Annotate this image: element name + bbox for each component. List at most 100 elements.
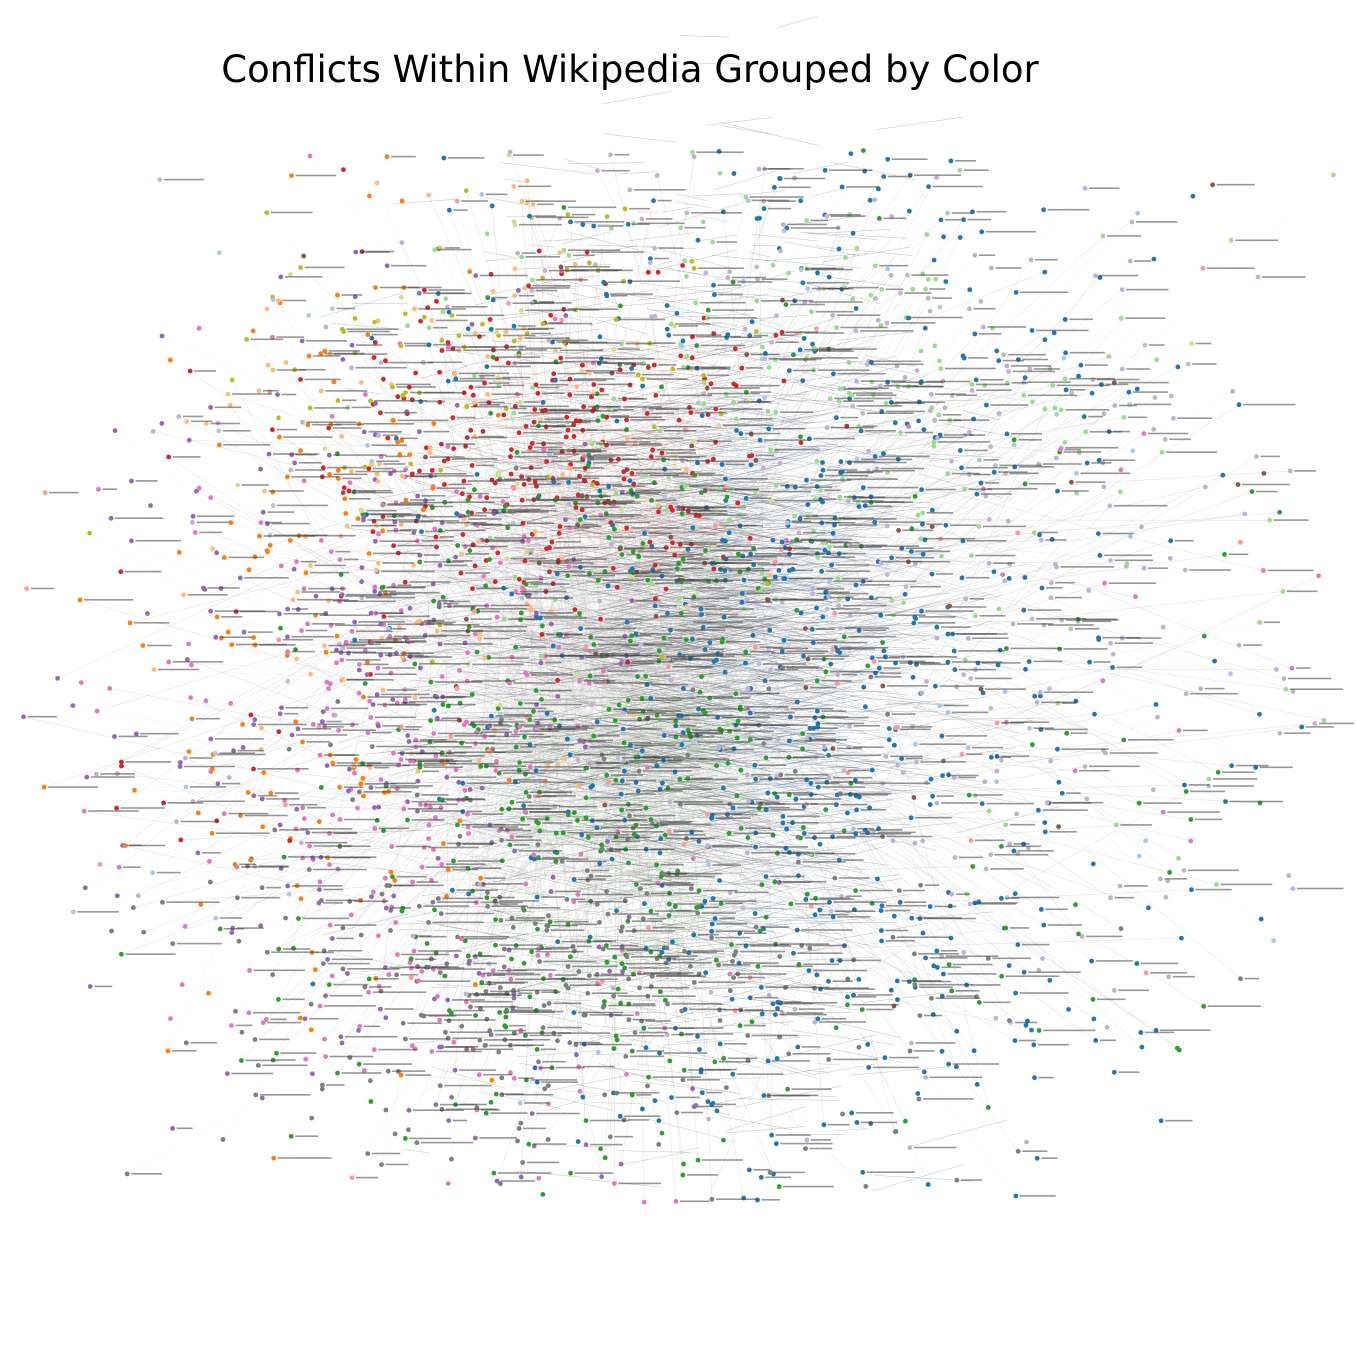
graph-node[interactable]	[666, 332, 672, 338]
graph-node[interactable]	[558, 355, 564, 361]
graph-node[interactable]	[650, 447, 655, 453]
graph-node[interactable]	[826, 753, 831, 758]
graph-node[interactable]	[732, 346, 738, 352]
graph-node[interactable]	[1158, 1118, 1164, 1124]
graph-node[interactable]	[691, 932, 697, 938]
graph-node[interactable]	[627, 478, 633, 484]
graph-node[interactable]	[642, 530, 647, 536]
graph-node[interactable]	[587, 934, 593, 940]
graph-node[interactable]	[531, 419, 537, 425]
graph-node[interactable]	[910, 674, 916, 680]
graph-node[interactable]	[869, 767, 875, 773]
graph-node[interactable]	[371, 355, 377, 360]
graph-node[interactable]	[1015, 942, 1021, 948]
graph-node[interactable]	[519, 474, 524, 480]
graph-node[interactable]	[664, 326, 670, 332]
graph-node[interactable]	[378, 410, 383, 416]
graph-node[interactable]	[734, 428, 739, 433]
graph-node[interactable]	[885, 156, 891, 162]
graph-node[interactable]	[860, 1169, 866, 1175]
graph-node[interactable]	[434, 544, 439, 550]
graph-node[interactable]	[879, 938, 884, 944]
graph-node[interactable]	[939, 1048, 945, 1054]
graph-node[interactable]	[509, 447, 514, 452]
graph-node[interactable]	[810, 640, 816, 646]
graph-node[interactable]	[689, 355, 695, 361]
graph-node[interactable]	[580, 1094, 586, 1100]
graph-node[interactable]	[921, 427, 927, 432]
graph-node[interactable]	[624, 525, 629, 531]
graph-node[interactable]	[1056, 779, 1062, 785]
graph-node[interactable]	[656, 1118, 662, 1124]
graph-node[interactable]	[639, 748, 645, 754]
graph-node[interactable]	[767, 627, 773, 633]
graph-node[interactable]	[721, 614, 727, 620]
graph-node[interactable]	[610, 566, 616, 571]
graph-node[interactable]	[854, 807, 859, 813]
graph-node[interactable]	[714, 657, 719, 663]
graph-node[interactable]	[629, 471, 635, 476]
graph-node[interactable]	[699, 413, 705, 418]
graph-node[interactable]	[807, 725, 813, 731]
graph-node[interactable]	[663, 586, 669, 592]
graph-node[interactable]	[434, 298, 439, 304]
graph-node[interactable]	[988, 754, 994, 760]
graph-node[interactable]	[700, 625, 706, 630]
graph-node[interactable]	[761, 206, 767, 212]
graph-node[interactable]	[674, 310, 680, 316]
graph-node[interactable]	[634, 882, 639, 887]
graph-node[interactable]	[1212, 658, 1217, 664]
graph-node[interactable]	[660, 780, 665, 786]
graph-node[interactable]	[747, 453, 752, 459]
graph-node[interactable]	[1021, 607, 1027, 613]
graph-node[interactable]	[636, 788, 641, 794]
graph-node[interactable]	[469, 463, 475, 468]
graph-node[interactable]	[695, 1034, 700, 1039]
graph-node[interactable]	[830, 530, 836, 536]
graph-node[interactable]	[713, 406, 719, 412]
graph-node[interactable]	[927, 802, 933, 807]
graph-node[interactable]	[519, 497, 525, 503]
graph-node[interactable]	[872, 454, 878, 459]
graph-node[interactable]	[1034, 1155, 1040, 1161]
graph-node[interactable]	[731, 171, 737, 176]
graph-node[interactable]	[801, 653, 806, 659]
graph-node[interactable]	[861, 684, 867, 690]
graph-node[interactable]	[670, 939, 675, 945]
graph-node[interactable]	[610, 522, 615, 528]
graph-node[interactable]	[829, 562, 834, 568]
graph-node[interactable]	[797, 347, 803, 353]
graph-node[interactable]	[1013, 290, 1019, 295]
graph-node[interactable]	[614, 584, 620, 590]
graph-node[interactable]	[591, 382, 597, 387]
graph-node[interactable]	[1134, 961, 1140, 966]
graph-node[interactable]	[594, 825, 600, 831]
graph-node[interactable]	[820, 467, 826, 473]
graph-node[interactable]	[1022, 575, 1028, 580]
graph-node[interactable]	[669, 1095, 674, 1100]
graph-node[interactable]	[603, 291, 609, 297]
graph-node[interactable]	[886, 737, 892, 743]
graph-node[interactable]	[564, 414, 570, 420]
graph-node[interactable]	[575, 1139, 581, 1144]
graph-node[interactable]	[909, 915, 915, 921]
graph-node[interactable]	[1023, 666, 1028, 672]
graph-node[interactable]	[402, 579, 408, 585]
graph-node[interactable]	[670, 540, 675, 546]
graph-node[interactable]	[819, 568, 824, 574]
graph-node[interactable]	[717, 878, 722, 883]
graph-node[interactable]	[590, 783, 595, 789]
graph-node[interactable]	[753, 776, 758, 782]
graph-node[interactable]	[571, 877, 577, 882]
graph-node[interactable]	[815, 708, 820, 714]
graph-node[interactable]	[794, 927, 800, 933]
graph-node[interactable]	[719, 462, 725, 467]
graph-node[interactable]	[665, 610, 670, 616]
graph-node[interactable]	[572, 607, 578, 612]
graph-node[interactable]	[422, 287, 427, 293]
graph-node[interactable]	[994, 348, 1000, 354]
graph-node[interactable]	[699, 1090, 705, 1096]
graph-node[interactable]	[1032, 693, 1038, 699]
graph-node[interactable]	[618, 791, 624, 797]
